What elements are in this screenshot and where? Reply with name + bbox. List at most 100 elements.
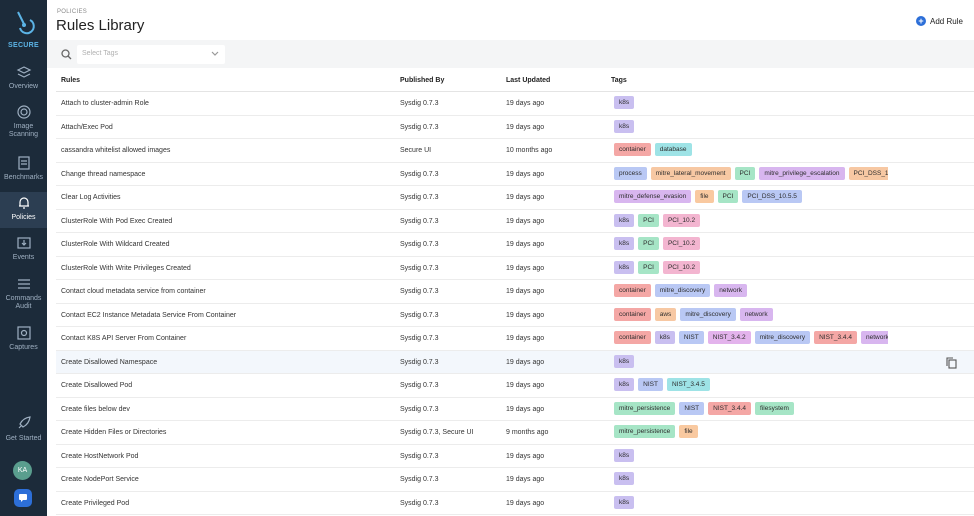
tag-badge[interactable]: aws <box>654 307 677 321</box>
tag-badge[interactable]: mitre_lateral_movement <box>650 166 731 180</box>
table-row[interactable]: Contact EC2 Instance Metadata Service Fr… <box>56 304 974 327</box>
table-row[interactable]: Attach/Exec Pod Sysdig 0.7.3 19 days ago k8… <box>56 116 974 139</box>
tag-badge[interactable]: PCI <box>638 260 659 274</box>
rule-name: Clear Log Activities <box>61 194 121 201</box>
tag-badge[interactable]: k8s <box>614 237 635 250</box>
tag-list: k8s <box>614 354 888 371</box>
chat-button[interactable] <box>14 489 32 507</box>
tag-badge[interactable]: mitre_discovery <box>654 284 711 297</box>
search-icon[interactable] <box>61 49 72 60</box>
tag-badge[interactable]: file <box>679 425 698 438</box>
copy-icon[interactable] <box>946 356 957 369</box>
tag-badge[interactable]: PCI <box>717 190 739 203</box>
tag-badge[interactable]: k8s <box>654 331 675 344</box>
table-row[interactable]: Clear Log Activities Sysdig 0.7.3 19 days … <box>56 186 974 210</box>
breadcrumb[interactable]: POLICIES <box>57 9 88 15</box>
tag-badge[interactable]: container <box>614 331 651 344</box>
table-row[interactable]: Create Disallowed Pod Sysdig 0.7.3 19 days… <box>56 374 974 398</box>
tag-badge[interactable]: network <box>860 331 888 344</box>
sidebar-item-image-scanning[interactable]: Image Scanning <box>0 104 47 144</box>
tag-badge[interactable]: k8s <box>614 213 635 227</box>
get-started-link[interactable]: Get Started <box>0 414 47 448</box>
table-row[interactable]: Create Disallowed Namespace Sysdig 0.7.3 1… <box>56 350 974 374</box>
select-tags-placeholder: Select Tags <box>82 50 119 57</box>
sidebar-item-overview[interactable]: Overview <box>0 64 47 96</box>
overview-icon <box>16 66 31 78</box>
table-row[interactable]: Contact K8S API Server From Container Sys… <box>56 327 974 351</box>
tag-badge[interactable]: PCI <box>638 237 659 250</box>
tag-badge[interactable]: mitre_persistence <box>614 425 676 438</box>
tag-badge[interactable]: container <box>614 284 651 297</box>
brand[interactable]: SECURE <box>0 0 47 58</box>
sidebar-item-events[interactable]: Events <box>0 235 47 267</box>
column-header-published-by[interactable]: Published By <box>400 77 445 84</box>
tag-badge[interactable]: NIST_3.4.5 <box>666 378 710 391</box>
table-row[interactable]: ClusterRole With Write Privileges Create… <box>56 257 974 280</box>
tag-badge[interactable]: PCI <box>734 166 756 180</box>
tag-badge[interactable]: mitre_discovery <box>754 331 811 344</box>
tag-badge[interactable]: NIST <box>678 331 704 344</box>
tag-badge[interactable]: mitre_defense_evasion <box>614 190 692 203</box>
tag-badge[interactable]: NIST_3.4.4 <box>814 331 857 344</box>
table-row[interactable]: Change thread namespace Sysdig 0.7.3 19 da… <box>56 163 974 186</box>
tag-badge[interactable]: k8s <box>614 448 635 462</box>
sidebar-item-label: Policies <box>11 214 36 221</box>
sidebar-item-captures[interactable]: Captures <box>0 325 47 357</box>
table-row[interactable]: Create Hidden Files or Directories Sysdig… <box>56 421 974 445</box>
sidebar-item-policies[interactable]: Policies <box>0 192 47 228</box>
tag-badge[interactable]: container <box>614 143 651 156</box>
published-by: Sysdig 0.7.3 <box>400 382 439 389</box>
column-header-rules[interactable]: Rules <box>61 77 81 84</box>
tag-badge[interactable]: PCI_10.2 <box>662 213 701 227</box>
add-rule-button[interactable]: + Add Rule <box>916 16 963 26</box>
tag-badge[interactable]: k8s <box>614 495 635 509</box>
tag-badge[interactable]: NIST_3.4.4 <box>708 401 752 415</box>
tag-badge[interactable]: NIST <box>638 378 663 391</box>
tag-list: k8s PCI PCI_10.2 <box>614 213 888 230</box>
tag-badge[interactable]: k8s <box>614 119 635 133</box>
last-updated: 19 days ago <box>506 452 545 460</box>
tag-badge[interactable]: PCI <box>638 213 659 227</box>
tag-badge[interactable]: container <box>614 307 651 321</box>
rule-name: Contact cloud metadata service from cont… <box>61 288 206 295</box>
tag-badge[interactable]: k8s <box>614 260 635 274</box>
tag-badge[interactable]: mitre_privilege_escalation <box>759 166 845 180</box>
tag-badge[interactable]: PCI_10.2 <box>662 260 701 274</box>
tag-badge[interactable]: process <box>614 166 647 180</box>
avatar[interactable]: KA <box>13 461 32 480</box>
captures-icon <box>16 326 31 340</box>
sidebar-item-commands-audit[interactable]: Commands Audit <box>0 276 47 316</box>
tag-badge[interactable]: k8s <box>614 96 635 109</box>
tag-badge[interactable]: database <box>654 143 692 156</box>
table-row[interactable]: Create NodePort Service Sysdig 0.7.3 19 da… <box>56 468 974 492</box>
tag-badge[interactable]: k8s <box>614 472 635 485</box>
tag-badge[interactable]: k8s <box>614 378 635 391</box>
table-row[interactable]: ClusterRole With Wildcard Created Sysdig … <box>56 233 974 257</box>
tag-badge[interactable]: mitre_discovery <box>680 307 736 321</box>
table-row[interactable]: cassandra whitelist allowed images Secure… <box>56 139 974 163</box>
tag-badge[interactable]: k8s <box>614 354 635 368</box>
table-row[interactable]: Create files below dev Sysdig 0.7.3 19 day… <box>56 398 974 421</box>
tag-list: k8s <box>614 472 888 488</box>
tag-badge[interactable]: file <box>695 190 714 203</box>
table-row[interactable]: Create Privileged Pod Sysdig 0.7.3 19 days… <box>56 492 974 515</box>
tag-badge[interactable]: PCI_10.2 <box>662 237 701 250</box>
column-header-last-updated[interactable]: Last Updated <box>506 77 551 84</box>
tag-badge[interactable]: NIST <box>679 401 705 415</box>
published-by: Sysdig 0.7.3 <box>400 335 439 342</box>
tag-badge[interactable]: PCI_DSS_10.2.5 <box>848 166 888 180</box>
table-row[interactable]: Create HostNetwork Pod Sysdig 0.7.3 19 day… <box>56 445 974 468</box>
table-row[interactable]: Contact cloud metadata service from cont… <box>56 280 974 304</box>
tag-badge[interactable]: PCI_DSS_10.5.5 <box>742 190 802 203</box>
table-row[interactable]: ClusterRole With Pod Exec Created Sysdig … <box>56 210 974 233</box>
tag-badge[interactable]: network <box>714 284 748 297</box>
rule-name: Attach/Exec Pod <box>61 123 113 131</box>
table-row[interactable]: Attach to cluster-admin Role Sysdig 0.7.3… <box>56 92 974 116</box>
tag-badge[interactable]: mitre_persistence <box>614 401 676 415</box>
tag-badge[interactable]: filesystem <box>755 401 794 415</box>
select-tags-dropdown[interactable]: Select Tags <box>77 45 225 64</box>
tag-badge[interactable]: NIST_3.4.2 <box>707 331 751 344</box>
tag-list: k8s PCI PCI_10.2 <box>614 260 888 277</box>
tag-badge[interactable]: network <box>739 307 773 321</box>
sidebar-item-benchmarks[interactable]: Benchmarks <box>0 155 47 187</box>
